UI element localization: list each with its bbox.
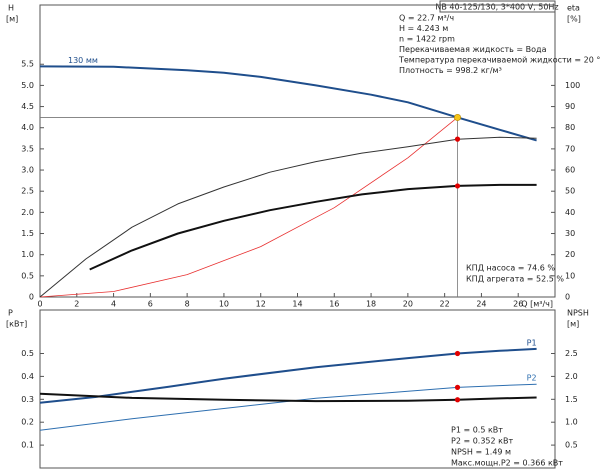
note: Макс.мощн.P2 = 0.366 кВт: [451, 459, 563, 468]
operating-point: [454, 113, 462, 121]
curve: [39, 347, 537, 404]
note: КПД агрегата = 52.5 %: [466, 275, 564, 284]
info-line: Q = 22.7 м³/ч: [399, 14, 454, 23]
info-line: Перекачиваемая жидкость = Вода: [399, 45, 547, 54]
y2-tick-label: 1.5: [565, 395, 578, 404]
y-tick-label: 5.0: [21, 81, 34, 90]
y-tick-label: 0.2: [21, 418, 34, 427]
y-tick-label: 0.4: [21, 372, 34, 381]
info-line: H = 4.243 м: [399, 24, 448, 33]
note: NPSH = 1.49 м: [451, 448, 511, 457]
y-axis-unit: [м]: [6, 15, 18, 24]
y2-axis-title: NPSH: [567, 309, 589, 318]
y2-tick-label: 2.0: [565, 372, 578, 381]
y2-tick-label: 60: [565, 166, 575, 175]
y2-tick-label: 70: [565, 144, 575, 153]
header: NB 40-125/130, 3*400 V, 50Hz: [435, 3, 558, 12]
y2-tick-label: 100: [565, 81, 580, 90]
note: КПД насоса = 74.6 %: [466, 264, 555, 273]
curve: [39, 136, 537, 298]
y-tick-label: 3.0: [21, 166, 34, 175]
y2-tick-label: 1.0: [565, 418, 578, 427]
y-tick-label: 5.5: [21, 60, 34, 69]
y2-axis-unit: [м]: [567, 320, 579, 329]
y-axis-title: H: [8, 4, 14, 13]
y2-tick-label: 0.5: [565, 441, 578, 450]
x-tick-label: 24: [476, 300, 486, 309]
x-tick-label: 14: [292, 300, 302, 309]
curve: [39, 117, 458, 298]
x-tick-label: 10: [219, 300, 229, 309]
y-tick-label: 0.5: [21, 349, 34, 358]
x-tick-label: 8: [185, 300, 190, 309]
y-tick-label: 0.5: [21, 271, 34, 280]
y-axis-unit: [кВт]: [6, 320, 27, 329]
y2-tick-label: 2.5: [565, 349, 578, 358]
y2-tick-label: 30: [565, 229, 575, 238]
y-axis-title: P: [8, 309, 13, 318]
x-axis-title: Q [м³/ч]: [521, 300, 553, 309]
curve-label: P2: [527, 374, 537, 383]
x-tick-label: 2: [74, 300, 79, 309]
y2-tick-label: 80: [565, 123, 575, 132]
curve-label: 130 мм: [68, 56, 98, 65]
info-line: Плотность = 998.2 кг/м³: [399, 66, 502, 75]
curve: [39, 392, 537, 403]
point: [454, 384, 461, 390]
x-tick-label: 26: [513, 300, 523, 309]
x-tick-label: 0: [37, 300, 42, 309]
y2-tick-label: 20: [565, 250, 575, 259]
y-tick-label: 0.1: [21, 441, 34, 450]
curve: [39, 65, 537, 142]
y-tick-label: 2.0: [21, 208, 34, 217]
y2-tick-label: 40: [565, 208, 575, 217]
y2-tick-label: 90: [565, 102, 575, 111]
point: [454, 350, 461, 357]
x-tick-label: 18: [366, 300, 376, 309]
note: P1 = 0.5 кВт: [451, 426, 503, 435]
plot-frame: [39, 309, 556, 469]
point: [454, 136, 461, 142]
operating-guide: [40, 117, 458, 297]
x-tick-label: 6: [148, 300, 153, 309]
y2-tick-label: 10: [565, 271, 575, 280]
info-line: n = 1422 rpm: [399, 35, 455, 44]
point: [454, 183, 461, 189]
curve-label: P1: [527, 338, 537, 347]
y-tick-label: 4.0: [21, 123, 34, 132]
y2-axis-unit: [%]: [567, 15, 581, 24]
note: P2 = 0.352 кВт: [451, 437, 513, 446]
point: [454, 397, 461, 403]
y-tick-label: 0.3: [21, 395, 34, 404]
y2-tick-label: 0: [565, 293, 570, 302]
x-tick-label: 20: [403, 300, 413, 309]
curve: [39, 383, 537, 431]
curve: [89, 183, 537, 271]
y-tick-label: 1.5: [21, 229, 34, 238]
x-tick-label: 12: [256, 300, 266, 309]
y-tick-label: 1.0: [21, 250, 34, 259]
y2-axis-title: eta: [567, 4, 580, 13]
y-tick-label: 2.5: [21, 187, 34, 196]
x-tick-label: 4: [111, 300, 116, 309]
y2-tick-label: 50: [565, 187, 575, 196]
x-tick-label: 16: [329, 300, 339, 309]
y-tick-label: 3.5: [21, 144, 34, 153]
info-line: Температура перекачиваемой жидкости = 20…: [398, 56, 600, 65]
y-tick-label: 0: [29, 293, 34, 302]
x-tick-label: 22: [440, 300, 450, 309]
y-tick-label: 4.5: [21, 102, 34, 111]
